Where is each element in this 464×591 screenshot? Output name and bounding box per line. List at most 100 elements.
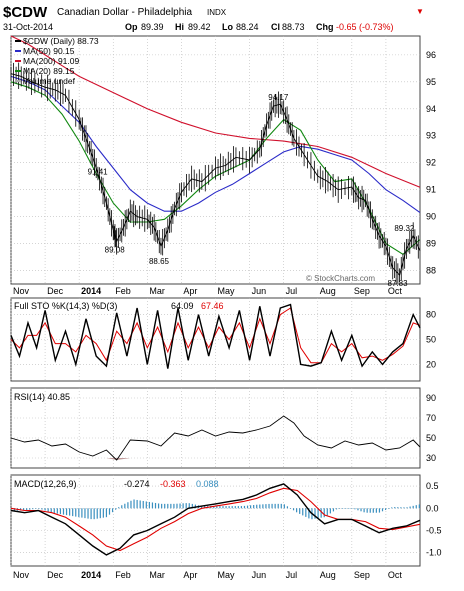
macd-histogram-bar bbox=[231, 506, 233, 509]
y-tick-label: 90 bbox=[426, 212, 436, 222]
macd-histogram-bar bbox=[167, 503, 169, 509]
stochastic-grid bbox=[10, 298, 420, 381]
macd-histogram-bar bbox=[338, 508, 341, 509]
macd-histogram-bar bbox=[69, 508, 71, 516]
macd-histogram-bar bbox=[394, 507, 396, 509]
macd-histogram-bar bbox=[256, 504, 258, 509]
macd-histogram-bar bbox=[130, 500, 132, 509]
macd-histogram-bar bbox=[378, 508, 381, 513]
stochastic-series bbox=[10, 303, 421, 369]
x-tick-label: 2014 bbox=[81, 570, 101, 580]
x-tick-label: Jul bbox=[286, 286, 298, 296]
macd-histogram-bar bbox=[262, 504, 264, 509]
macd-panel: -1.0 -0.5 0.0 0.5 MACD(12,26,9) -0.274 -0.3… bbox=[10, 474, 442, 567]
macd-histogram-bar bbox=[75, 508, 77, 517]
macd-histogram-bar bbox=[191, 503, 193, 509]
y-tick-label: 94 bbox=[426, 104, 436, 114]
bottom-month-axis: Nov Dec 2014 Feb Mar Apr May Jun Jul Aug Sep Oct bbox=[13, 570, 402, 580]
macd-histogram-bar bbox=[121, 505, 123, 509]
instrument-name: Canadian Dollar - Philadelphia bbox=[57, 7, 193, 18]
x-tick-label: Nov bbox=[13, 286, 30, 296]
macd-histogram-bar bbox=[38, 508, 40, 509]
macd-histogram-bar bbox=[345, 508, 347, 509]
macd-histogram-bar bbox=[47, 508, 49, 512]
macd-histogram-bar bbox=[93, 508, 95, 520]
x-tick-label: 2014 bbox=[81, 286, 101, 296]
price-annotation: 89.08 bbox=[105, 245, 126, 254]
macd-histogram-bar bbox=[283, 504, 285, 509]
macd-histogram-bar bbox=[164, 503, 166, 509]
legend-entry: Volume undef bbox=[23, 76, 76, 86]
macd-histogram-bar bbox=[274, 503, 276, 509]
price-annotation: 89.32 bbox=[394, 224, 415, 233]
macd-histogram-bar bbox=[203, 506, 206, 509]
sto-legend-k: 64.09 bbox=[171, 301, 194, 311]
y-tick-label: 89 bbox=[426, 239, 436, 249]
macd-histogram-bar bbox=[185, 503, 187, 509]
macd-histogram-bar bbox=[161, 503, 163, 509]
macd-histogram-bar bbox=[216, 506, 218, 509]
x-tick-label: Mar bbox=[149, 570, 165, 580]
stochastic-panel: 20 50 80 Full STO %K(14,3) %D(3) 64.09 67.… bbox=[10, 297, 436, 382]
stochastic-y-ticks: 20 50 80 bbox=[426, 310, 436, 370]
macd-histogram-bar bbox=[354, 508, 356, 510]
legend-entry: MA(50) 90.15 bbox=[23, 46, 75, 56]
macd-histogram-bar bbox=[182, 503, 184, 509]
open-label: Op bbox=[125, 22, 138, 32]
y-tick-label: 95 bbox=[426, 77, 436, 87]
macd-histogram-bar bbox=[360, 508, 362, 512]
legend-entry: $CDW (Daily) 88.73 bbox=[23, 36, 99, 46]
macd-legend-signal: -0.363 bbox=[160, 479, 186, 489]
x-tick-label: Aug bbox=[320, 570, 336, 580]
macd-histogram-bar bbox=[142, 500, 144, 509]
macd-histogram-bar bbox=[173, 503, 175, 509]
y-tick-label: 88 bbox=[426, 266, 436, 276]
macd-histogram-bar bbox=[225, 506, 227, 509]
x-tick-label: Oct bbox=[388, 570, 403, 580]
macd-histogram-bar bbox=[268, 503, 270, 509]
macd-histogram-bar bbox=[53, 508, 55, 514]
legend-entry: MA(20) 89.15 bbox=[23, 66, 75, 76]
macd-histogram-bar bbox=[381, 508, 384, 512]
macd-histogram-bar bbox=[253, 505, 255, 509]
macd-histogram-bar bbox=[369, 508, 371, 513]
x-tick-label: Mar bbox=[149, 286, 165, 296]
date-label: 31-Oct-2014 bbox=[3, 22, 53, 32]
macd-histogram-bar bbox=[403, 507, 405, 509]
low-label: Lo bbox=[222, 22, 233, 32]
macd-histogram-bar bbox=[127, 502, 129, 509]
x-tick-label: May bbox=[218, 286, 236, 296]
rsi-oversold-fill bbox=[106, 458, 131, 460]
macd-histogram-bar bbox=[176, 503, 178, 509]
macd-histogram-bar bbox=[78, 508, 80, 518]
macd-histogram-bar bbox=[65, 508, 68, 516]
symbol-label: $CDW bbox=[3, 4, 48, 21]
price-annotation: 94.17 bbox=[268, 93, 289, 102]
macd-histogram-bar bbox=[148, 501, 150, 509]
macd-histogram-bar bbox=[246, 505, 249, 509]
macd-histogram-bar bbox=[35, 508, 37, 509]
macd-histogram-bar bbox=[335, 508, 338, 510]
price-panel: 91.41 89.08 88.65 94.17 89.32 87.83 88 89 90 91 9… bbox=[10, 35, 436, 288]
macd-histogram-bar bbox=[409, 506, 411, 509]
macd-histogram-bar bbox=[314, 508, 316, 519]
x-tick-label: Dec bbox=[47, 286, 64, 296]
macd-histogram-bar bbox=[299, 508, 301, 514]
macd-histogram-bar bbox=[357, 508, 359, 511]
macd-histogram-bar bbox=[222, 506, 224, 509]
macd-histogram-bar bbox=[139, 500, 141, 509]
macd-histogram-bar bbox=[62, 508, 65, 515]
macd-histogram-bar bbox=[418, 504, 420, 509]
macd-histogram-bar bbox=[289, 508, 292, 509]
y-tick-label: -1.0 bbox=[426, 548, 442, 558]
macd-histogram-bar bbox=[50, 508, 52, 513]
macd-histogram-bar bbox=[406, 507, 408, 509]
macd-histogram-bar bbox=[280, 503, 282, 509]
macd-histogram-bar bbox=[308, 508, 310, 519]
macd-histogram-bar bbox=[136, 499, 138, 509]
macd-histogram-bar bbox=[234, 506, 236, 509]
ma200-line bbox=[10, 35, 421, 188]
macd-histogram-bar bbox=[265, 504, 267, 509]
